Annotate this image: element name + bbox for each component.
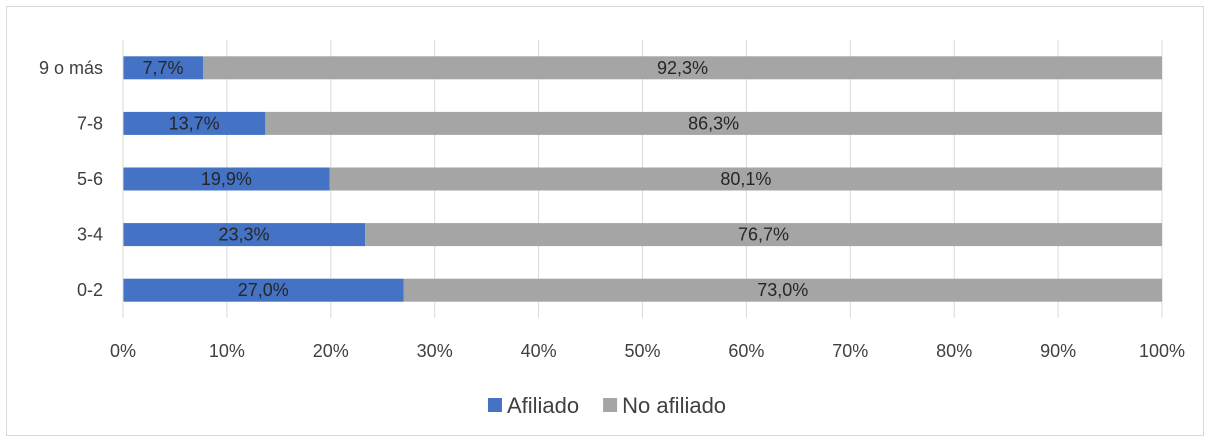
bar-value-label: 86,3% bbox=[688, 113, 739, 133]
y-category-label: 9 o más bbox=[39, 58, 103, 78]
x-tick-label: 40% bbox=[521, 341, 557, 361]
legend: Afiliado No afiliado bbox=[487, 393, 726, 418]
bar-value-label: 13,7% bbox=[169, 113, 220, 133]
x-tick-label: 20% bbox=[313, 341, 349, 361]
bar-segment bbox=[123, 167, 330, 191]
legend-label: Afiliado bbox=[507, 393, 579, 418]
bars bbox=[123, 56, 1163, 302]
bar-value-label: 73,0% bbox=[757, 280, 808, 300]
x-tick-label: 70% bbox=[832, 341, 868, 361]
y-category-label: 7-8 bbox=[77, 113, 103, 133]
x-tick-label: 80% bbox=[936, 341, 972, 361]
bar-segment bbox=[265, 111, 1162, 135]
bar-segment bbox=[203, 56, 1163, 80]
x-tick-label: 50% bbox=[624, 341, 660, 361]
bar-segment bbox=[123, 56, 204, 80]
x-tick-label: 30% bbox=[417, 341, 453, 361]
bar-value-label: 23,3% bbox=[219, 225, 270, 245]
bar-value-label: 92,3% bbox=[657, 58, 708, 78]
bar-segment bbox=[365, 223, 1162, 247]
y-category-label: 0-2 bbox=[77, 280, 103, 300]
x-tick-label: 10% bbox=[209, 341, 245, 361]
bar-value-label: 80,1% bbox=[720, 169, 771, 189]
bar-value-label: 7,7% bbox=[142, 58, 183, 78]
legend-swatch bbox=[603, 398, 618, 412]
data-labels: 7,7% 92,3% 13,7% 86,3% 19,9% 80,1% 23,3% 76,7% 2… bbox=[142, 58, 808, 300]
bar-segment bbox=[123, 111, 266, 135]
bar-value-label: 19,9% bbox=[201, 169, 252, 189]
x-tick-label: 90% bbox=[1040, 341, 1076, 361]
legend-label: No afiliado bbox=[622, 393, 726, 418]
bar-value-label: 27,0% bbox=[238, 280, 289, 300]
bar-value-label: 76,7% bbox=[738, 225, 789, 245]
x-tick-label: 60% bbox=[728, 341, 764, 361]
bar-segment bbox=[403, 278, 1162, 302]
x-tick-label: 0% bbox=[110, 341, 136, 361]
bar-segment bbox=[123, 223, 366, 247]
bar-segment bbox=[123, 278, 404, 302]
y-category-label: 5-6 bbox=[77, 169, 103, 189]
axes: 0% 10% 20% 30% 40% 50% 60% 70% 80% 90% 100% 9 o más… bbox=[39, 40, 1185, 361]
bar-segment bbox=[329, 167, 1162, 191]
x-tick-label: 100% bbox=[1139, 341, 1185, 361]
legend-swatch bbox=[487, 398, 502, 412]
y-category-label: 3-4 bbox=[77, 225, 103, 245]
